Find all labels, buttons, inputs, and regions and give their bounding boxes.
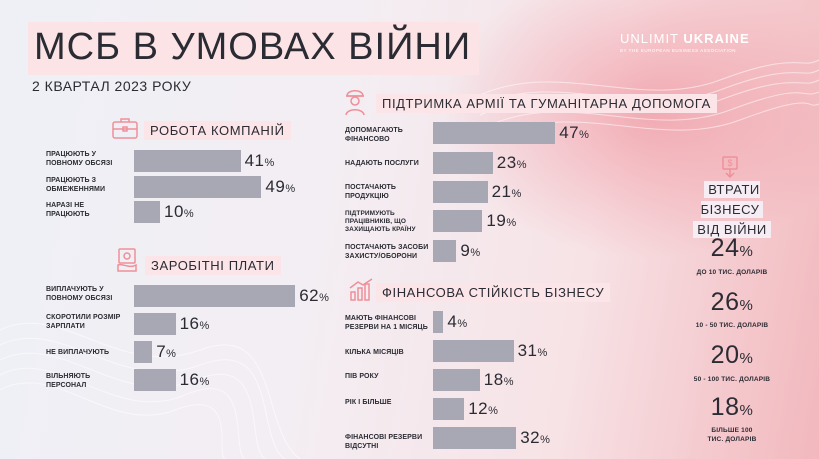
salary-bar-0 (134, 285, 296, 307)
army-bar-4 (433, 240, 457, 262)
loss-label-3: БІЛЬШЕ 100 ТИС. ДОЛАРІВ (707, 427, 757, 443)
soldier-icon (345, 90, 365, 116)
heading-work: РОБОТА КОМПАНІЙ (144, 121, 291, 140)
army-pct-2: 21% (491, 182, 522, 201)
page-subtitle: 2 КВАРТАЛ 2023 РОКУ (32, 78, 192, 94)
salary-label-2: НЕ ВИПЛАЧУЮТЬ (46, 349, 110, 356)
money-icon (117, 248, 137, 272)
salary-bar-2 (134, 341, 153, 363)
dollar-down-icon: $ (722, 156, 738, 179)
work-label-2: НАРАЗІ НЕ ПРАЦЮЮТЬ (46, 202, 90, 218)
salary-pct-1: 16% (179, 314, 210, 333)
army-pct-3: 19% (486, 211, 517, 230)
work-label-0: ПРАЦЮЮТЬ У ПОВНОМУ ОБСЯЗІ (46, 151, 113, 167)
army-label-2: ПОСТАЧАЮТЬ ПРОДУКЦІЮ (345, 184, 397, 200)
finance-bar-1 (433, 340, 514, 362)
svg-text:$: $ (727, 158, 732, 168)
salary-pct-3: 16% (179, 370, 210, 389)
brand-logo: UNLIMIT UKRAINE (620, 31, 750, 46)
work-pct-2: 10% (164, 202, 195, 221)
salary-pct-2: 7% (156, 342, 177, 361)
salary-pct-0: 62% (299, 286, 330, 305)
brand-tagline: BY THE EUROPEAN BUSINESS ASSOCIATION (620, 48, 737, 53)
army-bar-3 (433, 210, 483, 232)
finance-bar-0 (433, 311, 444, 333)
army-label-4: ПОСТАЧАЮТЬ ЗАСОБИ ЗАХИСТУ/ОБОРОНИ (345, 244, 429, 260)
loss-value-0: 24% (710, 234, 754, 262)
finance-bar-3 (433, 398, 465, 420)
heading-salary: ЗАРОБІТНІ ПЛАТИ (145, 256, 281, 275)
growth-icon (349, 278, 373, 301)
finance-label-2: ПІВ РОКУ (345, 373, 379, 380)
army-pct-0: 47% (559, 123, 590, 142)
finance-pct-3: 12% (468, 399, 499, 418)
salary-label-3: ВІЛЬНЯЮТЬ ПЕРСОНАЛ (46, 373, 91, 389)
finance-bar-2 (433, 369, 480, 391)
briefcase-icon (112, 118, 138, 139)
loss-value-2: 20% (710, 341, 754, 369)
loss-value-1: 26% (710, 288, 754, 316)
work-bar-2 (134, 201, 160, 223)
army-pct-1: 23% (496, 153, 527, 172)
loss-label-1: 10 - 50 ТИС. ДОЛАРІВ (695, 322, 769, 329)
finance-label-3: РІК І БІЛЬШЕ (345, 399, 392, 406)
army-bar-2 (433, 181, 488, 203)
army-label-0: ДОПОМАГАЮТЬ ФІНАНСОВО (345, 127, 403, 143)
work-bar-0 (134, 150, 241, 172)
army-bar-1 (433, 152, 493, 174)
army-bar-0 (433, 122, 556, 144)
army-pct-4: 9% (460, 241, 481, 260)
army-label-3: ПІДТРИМУЮТЬ ПРАЦІВНИКІВ, ЩО ЗАХИЩАЮТЬ КР… (345, 210, 416, 233)
salary-label-0: ВИПЛАЧУЮТЬ У ПОВНОМУ ОБСЯЗІ (46, 286, 113, 302)
finance-pct-0: 4% (447, 312, 468, 331)
salary-label-1: СКОРОТИЛИ РОЗМІР ЗАРПЛАТИ (46, 314, 121, 330)
loss-label-0: ДО 10 ТИС. ДОЛАРІВ (696, 269, 768, 276)
finance-label-1: КІЛЬКА МІСЯЦІВ (345, 349, 404, 356)
work-bar-1 (134, 176, 262, 198)
finance-label-0: МАЮТЬ ФІНАНСОВІ РЕЗЕРВИ НА 1 МІСЯЦЬ (345, 315, 428, 331)
work-pct-1: 49% (265, 177, 296, 196)
page-title: МСБ В УМОВАХ ВІЙНИ (28, 22, 480, 75)
salary-bar-3 (134, 369, 176, 391)
finance-pct-2: 18% (483, 370, 514, 389)
finance-label-4: ФІНАНСОВІ РЕЗЕРВИ ВІДСУТНІ (345, 434, 423, 450)
finance-bar-4 (433, 427, 517, 449)
army-label-1: НАДАЮТЬ ПОСЛУГИ (345, 160, 419, 167)
finance-pct-1: 31% (517, 341, 548, 360)
loss-label-2: 50 - 100 ТИС. ДОЛАРІВ (693, 376, 771, 383)
salary-bar-1 (134, 313, 176, 335)
work-pct-0: 41% (244, 151, 275, 170)
work-label-1: ПРАЦЮЮТЬ З ОБМЕЖЕННЯМИ (46, 177, 106, 193)
loss-value-3: 18% (710, 393, 754, 421)
heading-army: ПІДТРИМКА АРМІЇ ТА ГУМАНІТАРНА ДОПОМОГА (376, 94, 717, 113)
heading-finance: ФІНАНСОВА СТІЙКІСТЬ БІЗНЕСУ (376, 283, 611, 302)
finance-pct-4: 32% (520, 428, 551, 447)
heading-losses: ВТРАТИ БІЗНЕСУ ВІД ВІЙНИ (672, 180, 792, 240)
